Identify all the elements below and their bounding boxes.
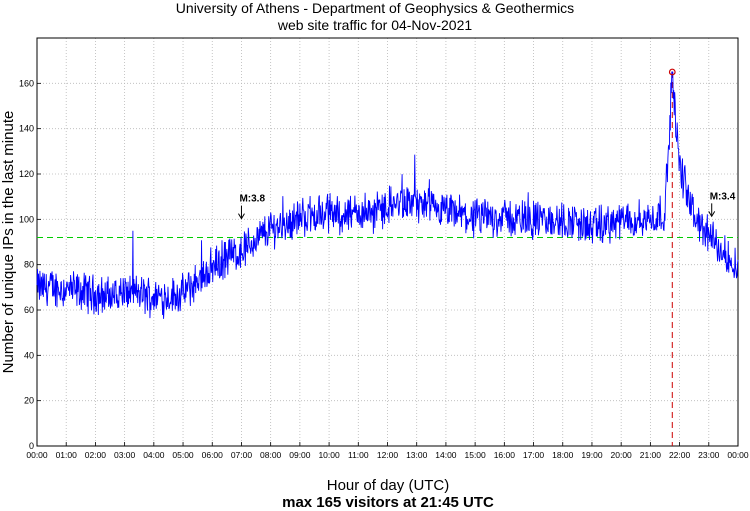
x-tick-label: 06:00 <box>202 450 224 460</box>
y-tick-label: 60 <box>24 305 34 315</box>
x-tick-label: 20:00 <box>611 450 633 460</box>
x-tick-label: 07:00 <box>231 450 253 460</box>
annotation-label: M:3.8 <box>239 194 265 205</box>
chart-title-line1: University of Athens - Department of Geo… <box>176 0 574 16</box>
chart-title-line2: web site traffic for 04-Nov-2021 <box>277 17 472 33</box>
x-tick-label: 22:00 <box>669 450 691 460</box>
y-tick-label: 0 <box>29 441 34 451</box>
annotations: M:3.8 M:3.4 <box>238 191 736 220</box>
x-tick-label: 14:00 <box>435 450 457 460</box>
x-axis-label: Hour of day (UTC) <box>327 477 450 494</box>
x-tick-label: 15:00 <box>464 450 486 460</box>
y-tick-label: 140 <box>19 124 34 134</box>
y-tick-label: 20 <box>24 396 34 406</box>
annotation-label: M:3.4 <box>710 191 736 202</box>
max-marker <box>668 68 676 76</box>
x-tick-label: 04:00 <box>143 450 165 460</box>
y-axis-ticks: 0 20 40 60 80 100 120 140 160 <box>19 78 41 451</box>
y-axis-label: Number of unique IPs in the last minute <box>0 111 17 374</box>
x-tick-label: 23:00 <box>698 450 720 460</box>
x-tick-label: 12:00 <box>377 450 399 460</box>
x-tick-label: 05:00 <box>172 450 194 460</box>
y-tick-label: 120 <box>19 169 34 179</box>
y-tick-label: 80 <box>24 260 34 270</box>
x-tick-label: 01:00 <box>56 450 78 460</box>
annotation-arrow-head <box>708 211 716 218</box>
y-tick-label: 160 <box>19 78 34 88</box>
grid <box>37 38 738 446</box>
traffic-series-line <box>36 71 739 319</box>
x-tick-label: 11:00 <box>348 450 369 460</box>
x-tick-label: 03:00 <box>114 450 136 460</box>
x-tick-label: 02:00 <box>85 450 107 460</box>
x-tick-label: 00:00 <box>26 450 48 460</box>
x-tick-label: 18:00 <box>552 450 574 460</box>
x-tick-label: 16:00 <box>494 450 516 460</box>
x-tick-label: 10:00 <box>318 450 340 460</box>
x-axis-ticks: 00:00 01:00 02:00 03:00 04:00 05:00 06:00 07:00… <box>26 442 749 460</box>
x-tick-label: 00:00 <box>727 450 749 460</box>
plot-frame <box>36 37 739 447</box>
x-tick-label: 21:00 <box>640 450 662 460</box>
chart-subtitle: max 165 visitors at 21:45 UTC <box>282 494 494 511</box>
annotation-arrow-head <box>238 213 245 220</box>
x-tick-label: 17:00 <box>523 450 545 460</box>
x-tick-label: 08:00 <box>260 450 282 460</box>
x-tick-label: 13:00 <box>406 450 428 460</box>
y-tick-label: 100 <box>19 214 34 224</box>
x-tick-label: 19:00 <box>581 450 603 460</box>
x-tick-label: 09:00 <box>289 450 311 460</box>
y-tick-label: 40 <box>24 350 34 360</box>
